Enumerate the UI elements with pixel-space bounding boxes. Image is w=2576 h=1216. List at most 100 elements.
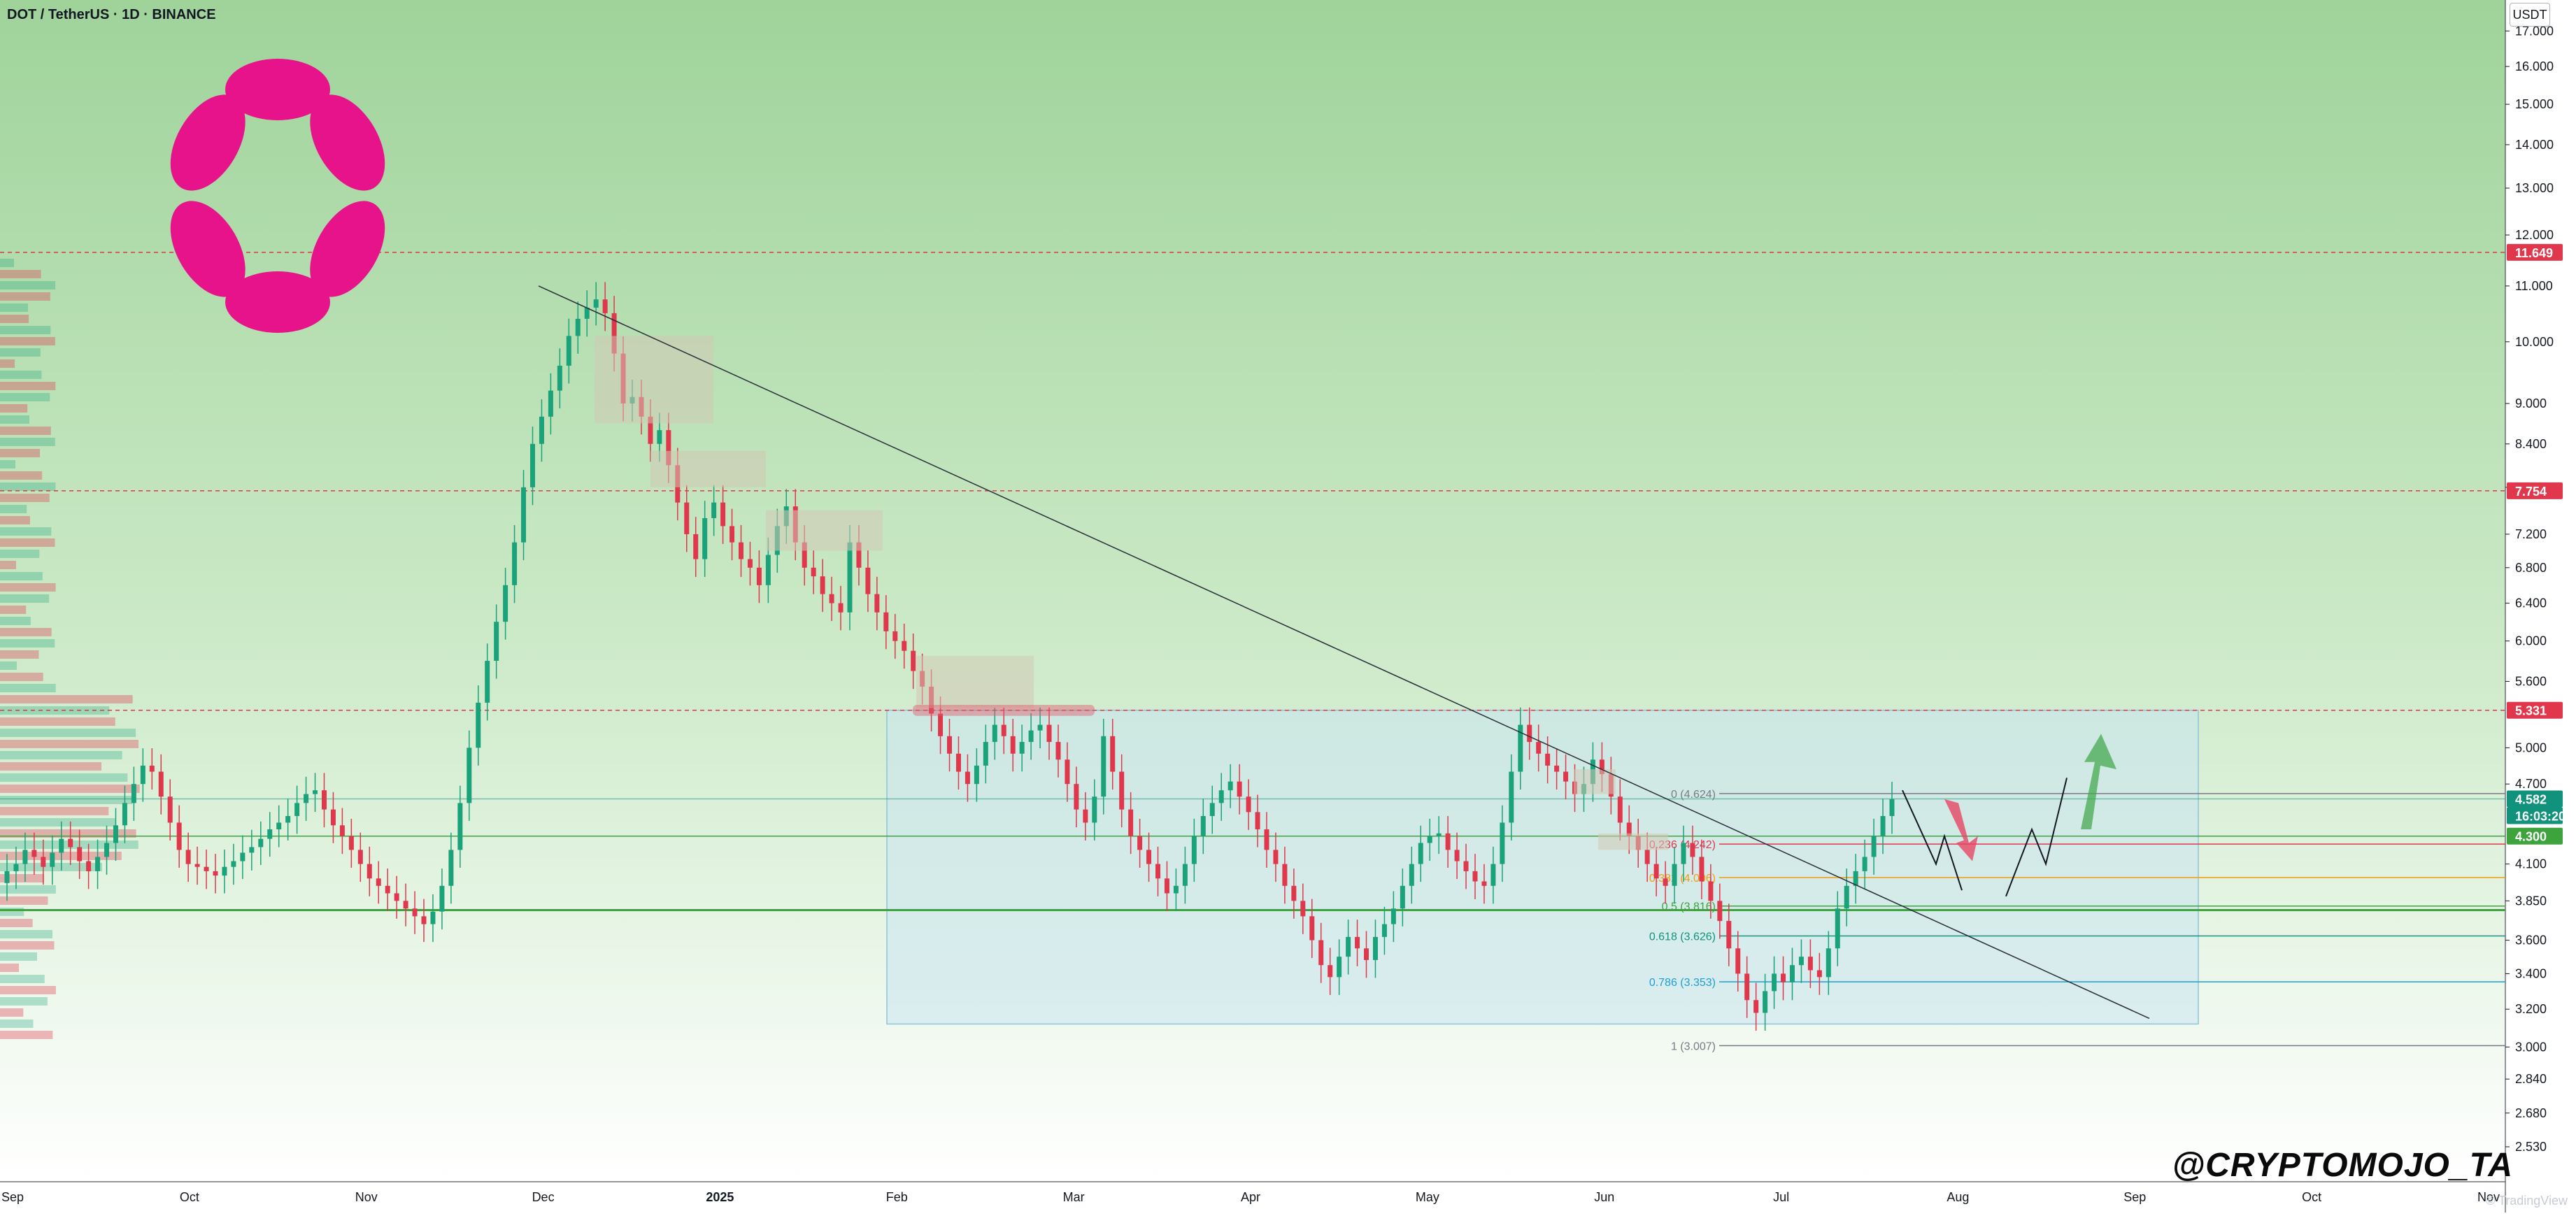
- candle-body: [1173, 885, 1179, 894]
- volume-profile-bar: [0, 348, 41, 357]
- candle-body: [1500, 822, 1505, 864]
- candle-body: [765, 555, 771, 585]
- candle-body: [820, 576, 825, 594]
- volume-profile-bar: [0, 717, 115, 726]
- volume-profile-bar: [0, 583, 56, 592]
- y-tick-label: 3.400: [2515, 966, 2547, 980]
- price-tag-bg: [2507, 701, 2563, 719]
- y-tick-label: 13.000: [2515, 181, 2554, 195]
- candle-body: [838, 603, 844, 613]
- x-tick-label: 2025: [706, 1190, 734, 1204]
- volume-profile-bar: [0, 337, 55, 345]
- candle-body: [974, 765, 979, 785]
- candle-body: [95, 857, 101, 871]
- candle-body: [1844, 885, 1849, 909]
- candle-body: [657, 430, 662, 444]
- candle-body: [811, 567, 816, 577]
- candle-body: [1400, 885, 1405, 909]
- candle-body: [1699, 857, 1705, 882]
- volume-profile-bar: [0, 393, 50, 401]
- volume-profile-bar: [0, 930, 52, 938]
- candle-body: [122, 803, 127, 826]
- candle-body: [1663, 878, 1668, 886]
- volume-profile-bar: [0, 908, 24, 916]
- volume-profile-bar: [0, 997, 48, 1006]
- candle-body: [1218, 790, 1224, 803]
- candle-body: [865, 567, 871, 594]
- y-tick-label: 7.200: [2515, 527, 2547, 541]
- volume-profile-bar: [0, 516, 30, 524]
- candle-body: [1300, 901, 1306, 917]
- volume-profile-bar: [0, 729, 136, 737]
- projection-path-down: [1902, 789, 1963, 891]
- y-tick-label: 2.530: [2515, 1140, 2547, 1154]
- candle-body: [1481, 881, 1487, 886]
- volume-profile-bar: [0, 606, 27, 614]
- y-tick-label: 6.400: [2515, 596, 2547, 610]
- volume-profile-bar: [0, 460, 16, 468]
- candle-body: [421, 916, 427, 924]
- candle-body: [1019, 742, 1025, 754]
- x-tick-label: Dec: [532, 1190, 555, 1204]
- volume-profile-bar: [0, 1020, 34, 1028]
- candle-body: [213, 871, 218, 876]
- candle-body: [376, 878, 381, 886]
- candle-body: [1101, 736, 1106, 797]
- candle-body: [847, 542, 853, 613]
- candle-body: [412, 908, 418, 917]
- x-tick-label: Oct: [2302, 1190, 2321, 1204]
- volume-profile-bar: [0, 952, 37, 961]
- candle-body: [339, 825, 345, 836]
- candle-body: [167, 796, 173, 823]
- candle-body: [1545, 753, 1551, 766]
- y-tick-label: 5.000: [2515, 741, 2547, 754]
- candle-body: [693, 534, 699, 559]
- volume-profile-bar: [0, 326, 51, 334]
- candle-body: [1390, 908, 1396, 924]
- volume-profile-bar: [0, 885, 56, 894]
- candle-body: [240, 852, 245, 861]
- candle-body: [512, 542, 518, 585]
- candle-body: [548, 390, 553, 417]
- volume-profile-bar: [0, 315, 29, 323]
- candle-body: [730, 526, 735, 543]
- volume-profile-bar: [0, 494, 50, 502]
- volume-profile-bar: [0, 404, 28, 413]
- candle-body: [1364, 948, 1369, 960]
- volume-profile-bar: [0, 292, 50, 301]
- candle-body: [1726, 921, 1732, 949]
- y-tick-label: 4.700: [2515, 777, 2547, 791]
- candle-body: [1463, 861, 1469, 871]
- candle-body: [258, 838, 264, 847]
- currency-unit-button[interactable]: USDT: [2510, 3, 2550, 27]
- volume-profile-bar: [0, 807, 109, 815]
- range-box: [886, 709, 2199, 1025]
- candle-body: [1789, 965, 1795, 982]
- symbol-title: DOT / TetherUS · 1D · BINANCE: [7, 7, 216, 22]
- candle-body: [529, 443, 535, 487]
- tradingview-watermark: © TradingView: [2486, 1194, 2568, 1208]
- candle-body: [1436, 833, 1442, 836]
- candle-body: [403, 901, 408, 909]
- y-tick-label: 4.100: [2515, 857, 2547, 871]
- candle-body: [911, 650, 916, 671]
- candle-body: [1617, 796, 1623, 823]
- candle-body: [439, 885, 445, 912]
- x-tick-label: Sep: [1, 1190, 24, 1204]
- volume-profile-bar: [0, 650, 39, 659]
- supply-zone: [595, 336, 713, 424]
- y-tick-label: 9.000: [2515, 396, 2547, 410]
- candle-body: [313, 790, 318, 794]
- candle-body: [1735, 948, 1741, 974]
- x-tick-label: Feb: [886, 1190, 908, 1204]
- candle-body: [1028, 730, 1034, 743]
- candle-body: [965, 771, 970, 785]
- volume-profile-bar: [0, 1031, 53, 1039]
- candle-body: [1119, 771, 1125, 810]
- volume-profile-bar: [0, 785, 140, 793]
- volume-profile-bar: [0, 527, 52, 536]
- candle-body: [802, 542, 807, 568]
- volume-profile-bar: [0, 505, 27, 513]
- candle-body: [1146, 850, 1152, 864]
